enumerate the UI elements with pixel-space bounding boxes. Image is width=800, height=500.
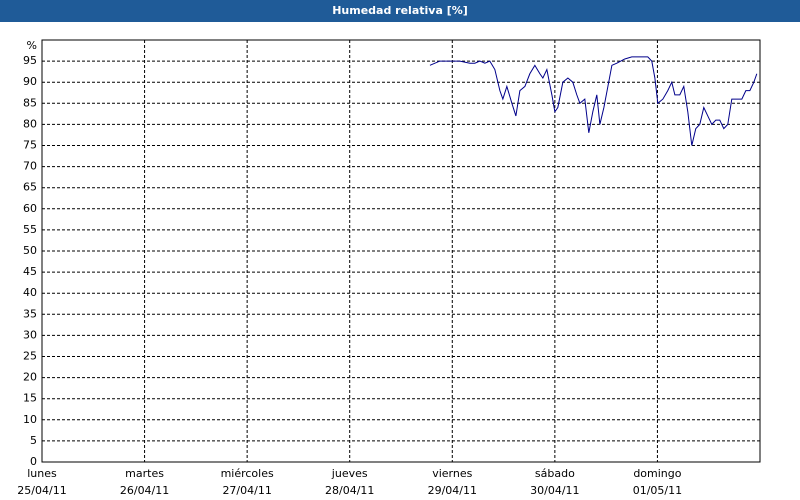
x-tick-date: 29/04/11 bbox=[428, 484, 477, 497]
x-tick-label: martes bbox=[125, 467, 164, 480]
x-tick-label: sábado bbox=[535, 467, 575, 480]
y-tick-label: 35 bbox=[23, 307, 37, 320]
x-tick-date: 28/04/11 bbox=[325, 484, 374, 497]
x-tick-date: 30/04/11 bbox=[530, 484, 579, 497]
y-tick-label: 80 bbox=[23, 117, 37, 130]
y-tick-label: 60 bbox=[23, 202, 37, 215]
y-tick-label: 15 bbox=[23, 392, 37, 405]
x-tick-label: jueves bbox=[331, 467, 368, 480]
x-tick-label: viernes bbox=[432, 467, 472, 480]
x-tick-date: 27/04/11 bbox=[222, 484, 271, 497]
x-tick-label: lunes bbox=[27, 467, 57, 480]
y-tick-label: 20 bbox=[23, 371, 37, 384]
data-line bbox=[429, 56, 758, 146]
y-tick-label: 85 bbox=[23, 96, 37, 109]
y-tick-label: 90 bbox=[23, 75, 37, 88]
title-bar bbox=[0, 0, 800, 22]
y-tick-label: 95 bbox=[23, 54, 37, 67]
chart-title: Humedad relativa [%] bbox=[332, 4, 468, 17]
y-axis-label: % bbox=[27, 39, 37, 52]
y-tick-label: 30 bbox=[23, 328, 37, 341]
x-tick-date: 26/04/11 bbox=[120, 484, 169, 497]
y-tick-label: 65 bbox=[23, 181, 37, 194]
y-tick-label: 75 bbox=[23, 139, 37, 152]
y-tick-label: 40 bbox=[23, 286, 37, 299]
y-tick-label: 10 bbox=[23, 413, 37, 426]
y-tick-label: 0 bbox=[30, 455, 37, 468]
x-tick-label: miércoles bbox=[221, 467, 274, 480]
y-tick-label: 25 bbox=[23, 350, 37, 363]
x-tick-date: 25/04/11 bbox=[17, 484, 66, 497]
y-tick-label: 5 bbox=[30, 434, 37, 447]
y-tick-label: 45 bbox=[23, 265, 37, 278]
x-tick-label: domingo bbox=[633, 467, 681, 480]
x-tick-date: 01/05/11 bbox=[633, 484, 682, 497]
y-tick-label: 55 bbox=[23, 223, 37, 236]
y-tick-label: 70 bbox=[23, 160, 37, 173]
y-tick-label: 50 bbox=[23, 244, 37, 257]
